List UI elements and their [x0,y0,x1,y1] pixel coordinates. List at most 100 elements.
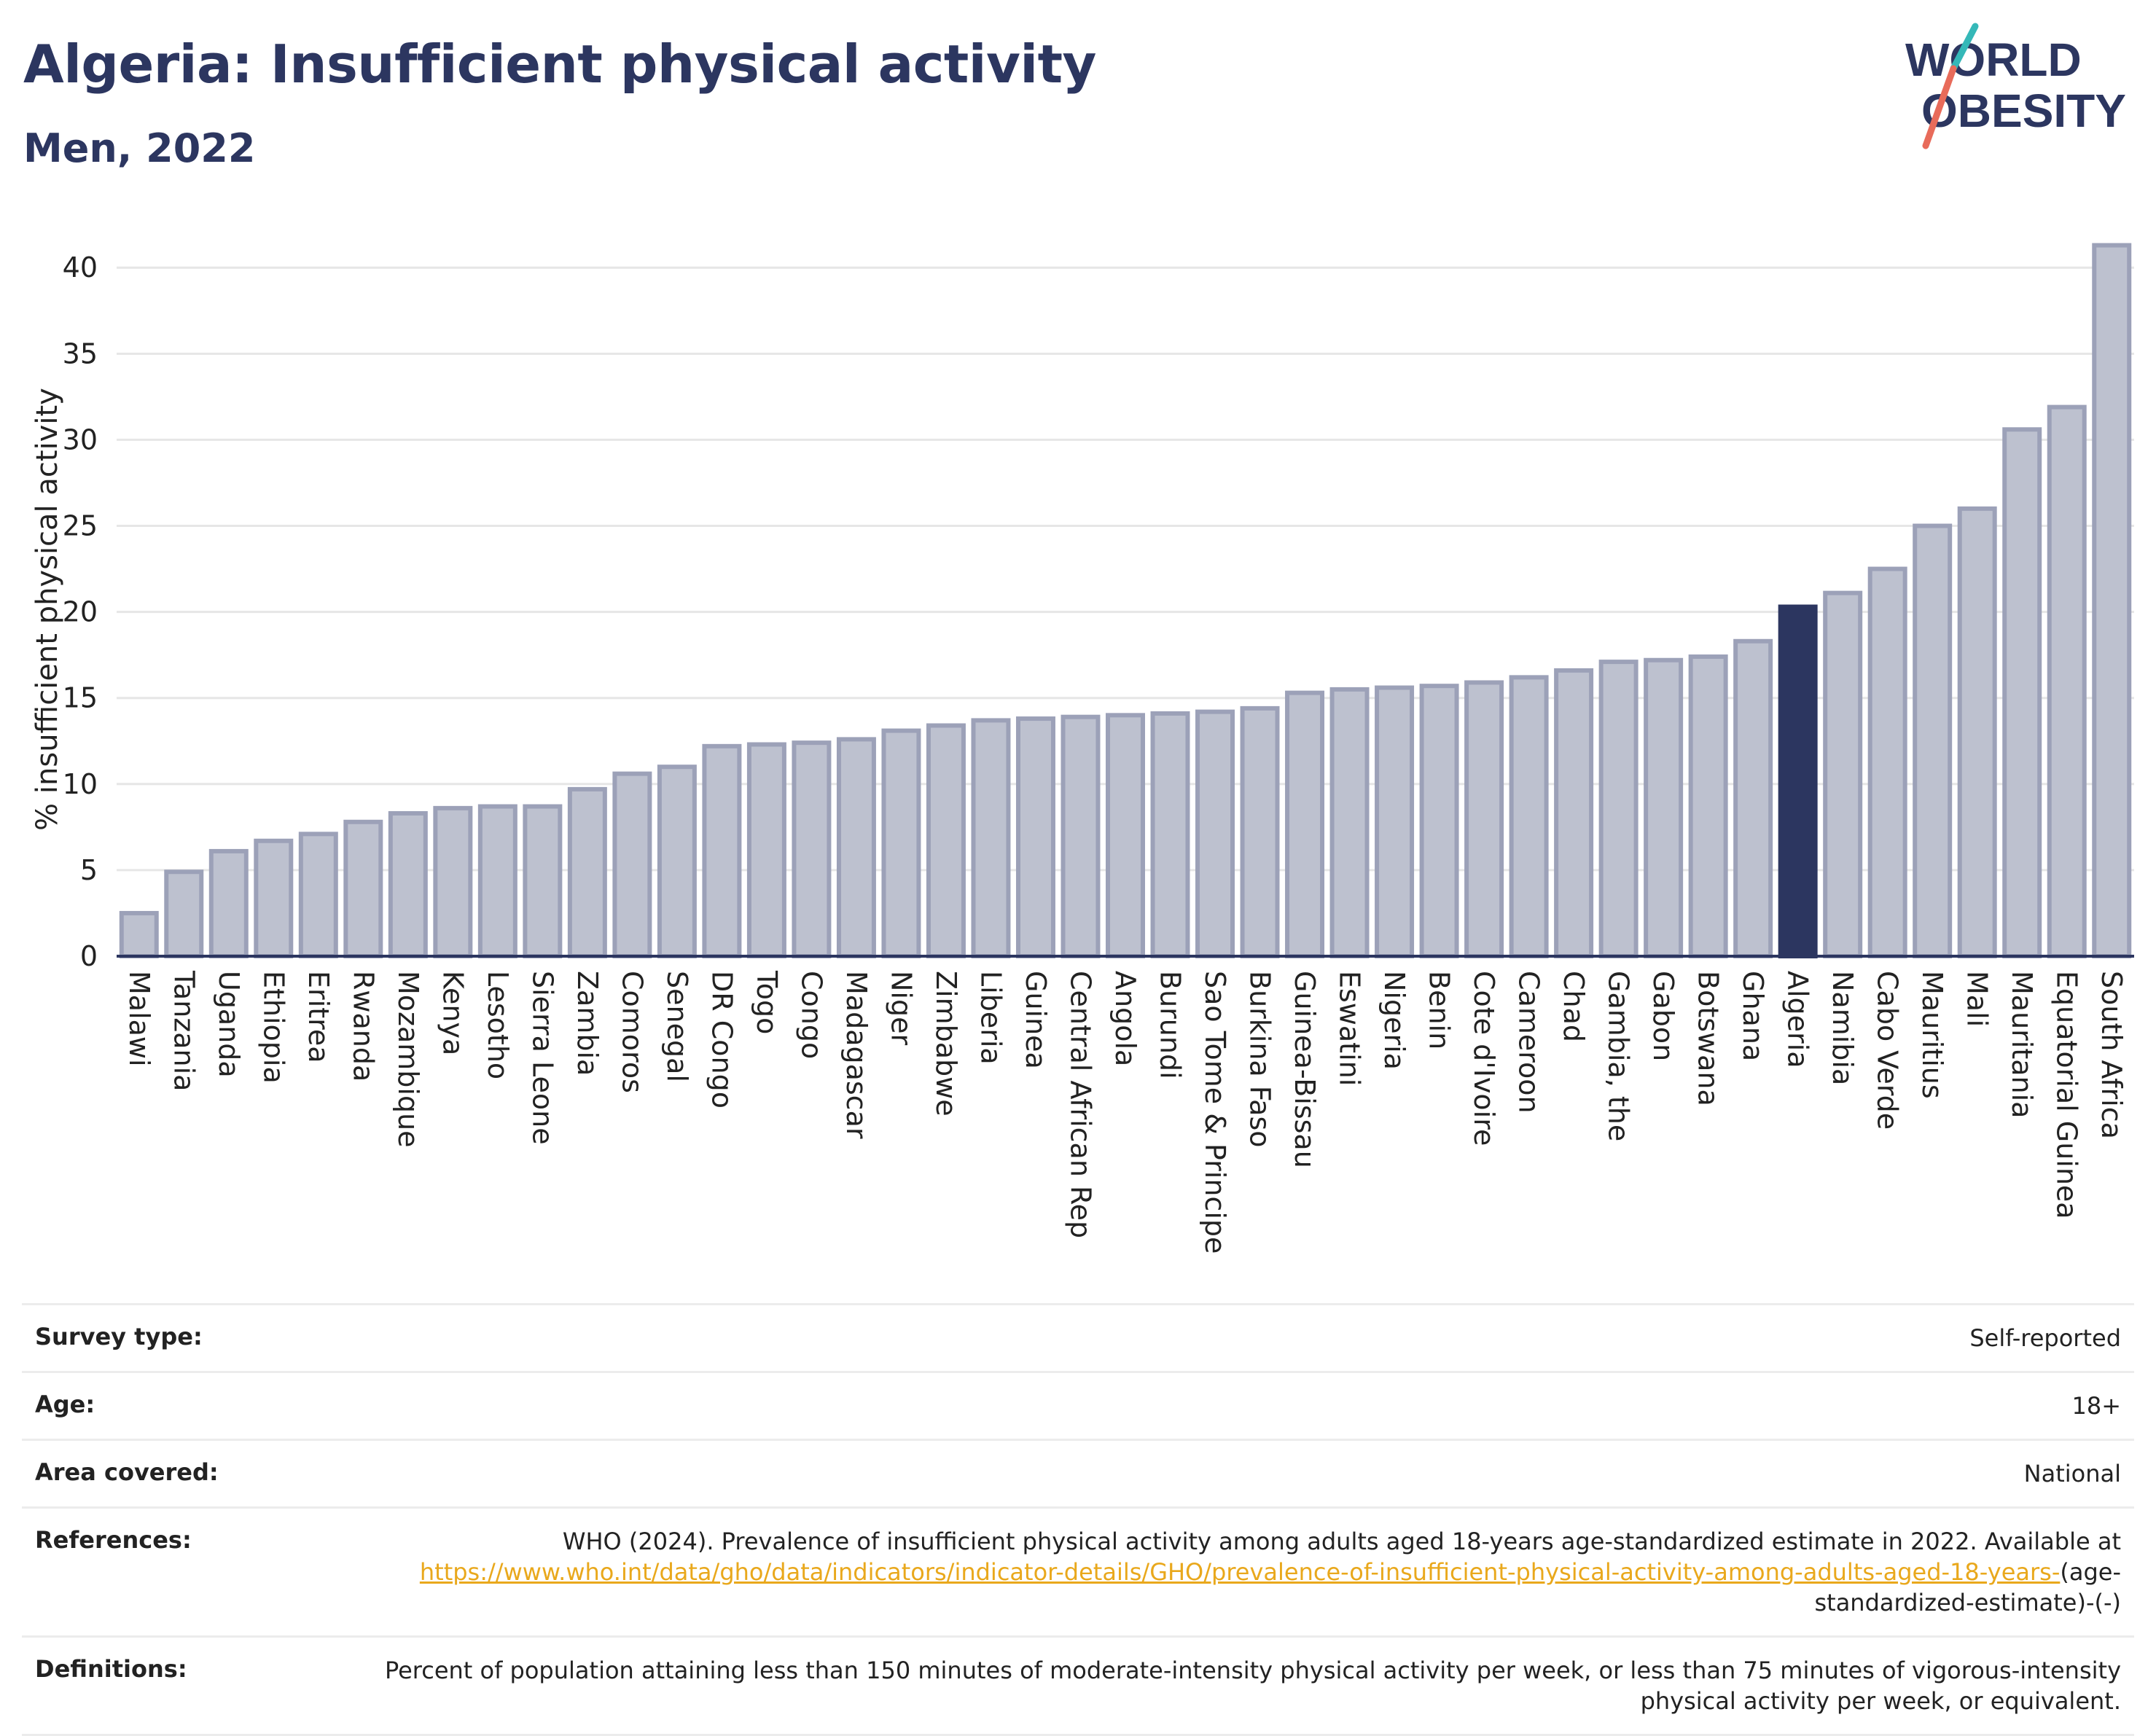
x-tick-label: Zimbabwe [930,971,962,1117]
x-axis: Malawi Tanzania Uganda Ethiopia Eritrea Rwand… [117,955,2134,1254]
x-tick-label: Gambia, the [1603,971,1635,1141]
x-tick-label: Madagascar [840,971,872,1139]
bar-angola [1106,713,1145,958]
logo-slash-teal [1950,23,1979,72]
bar-ghana [1733,638,1773,958]
bar-madagascar [836,737,876,959]
x-tick-label: Gabon [1647,971,1679,1061]
bar-equatorial-guinea [2047,404,2087,958]
x-tick-label: Rwanda [347,971,379,1082]
bar-algeria [1778,604,1818,958]
logo-line2: OBESITY [1921,85,2126,137]
meta-row-references: References: WHO (2024). Prevalence of in… [22,1509,2134,1638]
bar-malawi [119,910,159,959]
x-tick-label: Togo [751,970,783,1034]
x-tick-label: Cabo Verde [1872,971,1904,1130]
bar-mauritania [2002,427,2042,958]
x-tick-label: Sao Tome & Principe [1199,971,1231,1254]
bar-cote-d-ivoire [1464,680,1504,958]
bar-congo [792,740,832,958]
y-tick-label: 25 [63,510,98,542]
x-tick-label: Eritrea [302,971,335,1063]
meta-label: References: [35,1526,192,1554]
bar-comoros [612,771,652,959]
meta-row-age: Age: 18+ [22,1373,2134,1441]
logo-slash-coral [1922,65,1957,149]
x-tick-label: DR Congo [706,971,738,1109]
bar-sao-tome-principe [1195,709,1235,958]
bar-liberia [971,718,1011,959]
x-tick-label: Ghana [1737,971,1769,1061]
x-tick-label: Tanzania [168,970,200,1091]
bar-cabo-verde [1867,566,1907,959]
bar-guinea [1015,716,1055,958]
bar-rwanda [343,819,383,958]
bar-tanzania [164,869,204,958]
bar-zambia [567,786,607,959]
meta-row-definitions: Definitions: Percent of population attai… [22,1638,2134,1736]
meta-label: Survey type: [35,1323,203,1350]
bar-chart: 0 5 10 15 20 25 30 35 40 % insufficient physical … [31,243,2134,1254]
x-tick-label: Equatorial Guinea [2051,971,2083,1219]
x-tick-label: Burkina Faso [1244,971,1276,1148]
y-tick-label: 30 [63,423,98,455]
y-tick-label: 10 [63,768,98,800]
meta-label: Age: [35,1391,95,1418]
bar-south-africa [2092,243,2132,959]
x-tick-label: South Africa [2096,971,2128,1139]
x-tick-label: Sierra Leone [526,971,558,1145]
y-tick-label: 20 [63,596,98,628]
x-tick-label: Mauritius [1916,971,1948,1099]
references-value: WHO (2024). Prevalence of insufficient p… [372,1526,2121,1618]
x-tick-label: Namibia [1827,971,1859,1085]
bar-nigeria [1375,685,1415,958]
x-tick-label: Uganda [213,971,245,1078]
y-tick-label: 15 [63,682,98,714]
x-tick-label: Liberia [975,971,1007,1065]
bar-uganda [208,848,249,959]
meta-label: Area covered: [35,1458,219,1486]
bar-ethiopia [254,838,294,958]
references-link[interactable]: https://www.who.int/data/gho/data/indica… [419,1558,2061,1586]
x-tick-label: Algeria [1782,971,1814,1068]
page-title: Algeria: Insufficient physical activity [23,34,1096,95]
meta-label: Definitions: [35,1655,187,1683]
bar-sierra-leone [523,804,563,958]
bar-mali [1957,506,1997,958]
x-tick-label: Lesotho [482,971,514,1079]
bar-burundi [1150,711,1190,958]
definitions-value: Percent of population attaining less tha… [384,1657,2121,1715]
bar-guinea-bissau [1285,690,1325,959]
x-tick-label: Benin [1423,971,1456,1049]
x-tick-label: Mali [1961,971,1993,1027]
bar-central-african-rep [1061,714,1101,958]
x-tick-label: Central African Rep [1064,971,1096,1238]
bar-kenya [433,805,473,959]
world-obesity-logo: WORLD OBESITY [1905,23,2126,149]
bar-cameroon [1509,675,1549,958]
bar-benin [1419,684,1459,959]
x-tick-label: Chad [1558,971,1590,1042]
x-tick-label: Kenya [437,971,469,1055]
y-tick-label: 0 [80,940,98,972]
bar-botswana [1688,654,1728,958]
x-tick-label: Niger [885,971,917,1045]
x-tick-label: Nigeria [1378,971,1410,1070]
bar-mozambique [388,810,428,959]
bars [119,243,2132,959]
x-tick-label: Guinea [1020,971,1052,1069]
y-axis-label: % insufficient physical activity [31,388,64,831]
logo-line1: WORLD [1905,34,2082,86]
bar-namibia [1823,590,1863,959]
bar-mauritius [1913,523,1953,958]
bar-eritrea [298,832,338,958]
x-tick-label: Burundi [1155,971,1187,1079]
references-text: WHO (2024). Prevalence of insufficient p… [562,1528,2121,1555]
x-tick-label: Malawi [123,971,155,1067]
bar-eswatini [1329,687,1370,959]
x-tick-label: Senegal [661,971,693,1082]
meta-value: National [2023,1460,2121,1487]
references-suffix: (age-standardized-estimate)-(-) [1814,1558,2121,1616]
x-tick-label: Zambia [571,971,604,1076]
x-tick-label: Mauritania [2006,971,2038,1118]
